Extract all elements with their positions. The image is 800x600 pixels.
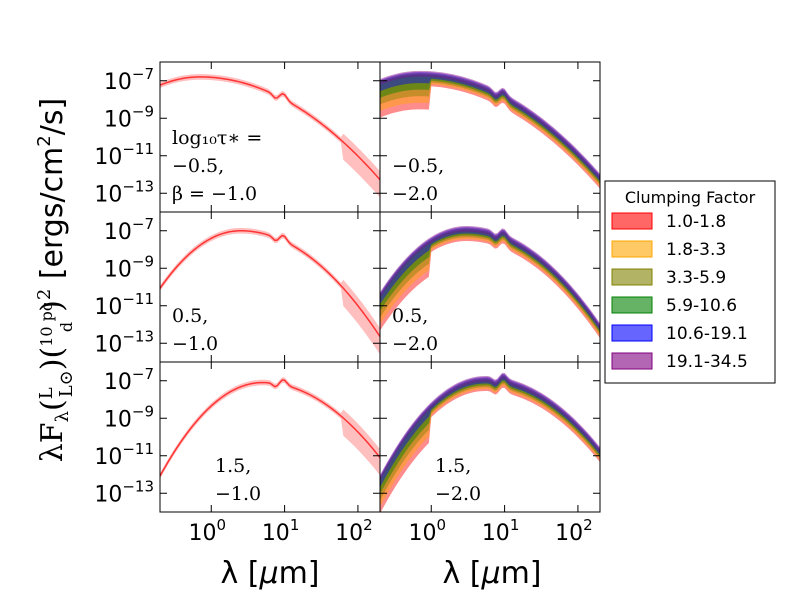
sed-band-5.9-10.6 (380, 73, 600, 184)
y-tick-label: 10−7 (104, 365, 154, 395)
y-tick-label: 10−13 (94, 177, 154, 207)
panel-annotation: −1.0 (172, 333, 218, 355)
sed-line (160, 229, 380, 338)
legend-entries: 1.0-1.8 1.8-3.3 3.3-5.9 5.9-10.6 10.6-19.1 19… (611, 212, 748, 372)
legend-label: 3.3-5.9 (666, 268, 726, 288)
sed-line (160, 379, 380, 477)
x-tick-label: 101 (262, 516, 300, 546)
sed-band-1.8-3.3 (380, 75, 600, 187)
sed-line (160, 76, 380, 181)
sed-band-10.6-19.1 (380, 374, 600, 488)
x-tick-label: 100 (408, 516, 446, 546)
sed-band-1.0-1.8 (380, 378, 600, 512)
labels-layer: 10−7 10−9 10−11 10−13 10−7 10−9 10−11 10−13 10−7… (94, 65, 592, 546)
panel-annotation: 0.5, (392, 305, 428, 327)
legend-swatch (611, 296, 653, 314)
panel-annotation: −0.5, (172, 155, 224, 177)
panel-annotation: −1.0 (215, 483, 261, 505)
sed-band-10.6-19.1 (380, 72, 600, 182)
legend-swatch (611, 240, 653, 258)
x-tick-label: 100 (188, 516, 226, 546)
y-tick-label: 10−9 (104, 252, 154, 282)
sed-band-3.3-5.9 (380, 376, 600, 501)
plot-area (160, 74, 380, 198)
y-tick-label: 10−11 (94, 290, 154, 320)
panel-2-0: 1.5, −1.0 (159, 361, 381, 513)
y-axis-label: λFλ(LL⊙)(10 pcd)2 [ergs/cm2/s] (34, 98, 77, 462)
y-tick-label: 10−9 (104, 402, 154, 432)
panel-1-1: 0.5, −2.0 (379, 211, 601, 363)
panel-frame (379, 361, 601, 513)
panel-annotation: −2.0 (392, 333, 438, 355)
sed-band-5.9-10.6 (380, 375, 600, 494)
panel-annotation: −2.0 (435, 483, 481, 505)
legend: Clumping Factor 1.0-1.8 1.8-3.3 3.3-5.9 5.9… (604, 180, 776, 384)
legend-label: 19.1-34.5 (666, 352, 748, 372)
legend-label: 1.8-3.3 (666, 240, 726, 260)
panel-annotation: −0.5, (392, 155, 444, 177)
legend-swatch (611, 212, 653, 230)
sed-band-1.8-3.3 (380, 377, 600, 507)
sed-band (160, 377, 380, 479)
panel-annotation: −2.0 (392, 183, 438, 205)
panel-0-0: log₁₀τ∗ = −0.5, β = −1.0 (159, 61, 381, 213)
plot-area (380, 70, 600, 189)
plot-area (380, 372, 600, 512)
panel-annotation: 0.5, (172, 305, 208, 327)
plot-area (160, 377, 380, 479)
x-tick-label: 101 (482, 516, 520, 546)
x-tick-label: 102 (335, 516, 373, 546)
legend-label: 5.9-10.6 (666, 296, 737, 316)
sed-band-3.3-5.9 (380, 74, 600, 185)
y-tick-label: 10−13 (94, 327, 154, 357)
x-axis-label-left: λ [μm] (220, 556, 319, 591)
legend-swatch (611, 268, 653, 286)
legend-label: 1.0-1.8 (666, 212, 726, 232)
panel-annotation: 1.5, (215, 455, 251, 477)
legend-swatch (611, 352, 653, 370)
plot-area (160, 227, 380, 355)
x-axis-label-right: λ [μm] (442, 556, 541, 591)
y-tick-label: 10−9 (104, 102, 154, 132)
sed-band-19.1-34.5 (380, 372, 600, 481)
panels-layer: log₁₀τ∗ =−0.5,β = −1.0−0.5,−2.00.5,−1.00… (159, 61, 601, 513)
y-tick-label: 10−11 (94, 140, 154, 170)
panel-2-1: 1.5, −2.0 (379, 361, 601, 513)
x-tick-label: 102 (555, 516, 593, 546)
panel-annotation: 1.5, (435, 455, 471, 477)
y-tick-label: 10−13 (94, 477, 154, 507)
legend-swatch (611, 324, 653, 342)
legend-title: Clumping Factor (625, 188, 756, 207)
y-tick-label: 10−7 (104, 65, 154, 95)
y-tick-label: 10−7 (104, 215, 154, 245)
y-tick-label: 10−11 (94, 440, 154, 470)
sed-band-1.0-1.8 (380, 76, 600, 189)
panel-annotation: log₁₀τ∗ = (172, 127, 262, 149)
legend-label: 10.6-19.1 (666, 324, 748, 344)
panel-0-1: −0.5, −2.0 (379, 61, 601, 213)
panel-1-0: 0.5, −1.0 (159, 211, 381, 363)
panel-annotation: β = −1.0 (172, 183, 257, 205)
